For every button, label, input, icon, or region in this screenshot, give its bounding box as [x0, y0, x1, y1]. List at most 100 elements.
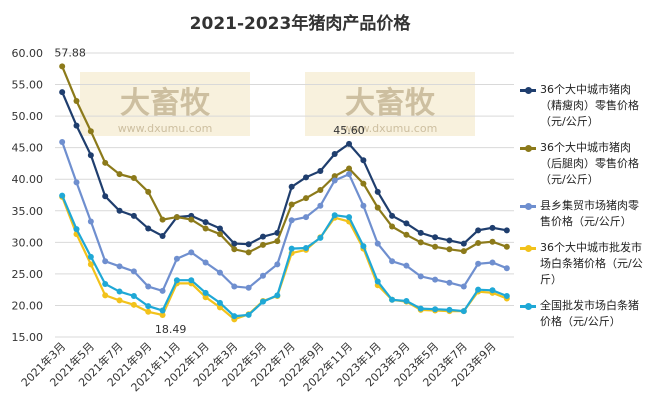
data-label: 18.49: [155, 323, 187, 336]
point: [475, 239, 482, 246]
y-tick-label: 45.00: [12, 142, 44, 155]
point: [374, 278, 381, 285]
point: [145, 308, 152, 315]
point: [102, 280, 109, 287]
point: [202, 219, 209, 226]
legend-swatch: [520, 144, 536, 152]
point: [59, 63, 66, 70]
point: [317, 234, 324, 241]
legend-item: 36个大中城市猪肉（精瘦肉）零售价格（元/公斤）: [520, 82, 644, 130]
point: [216, 225, 223, 232]
point: [489, 287, 496, 294]
series-line: [61, 196, 508, 321]
legend-marker: [525, 144, 532, 152]
point: [360, 243, 367, 250]
point: [130, 292, 137, 299]
point: [59, 89, 66, 96]
point: [145, 225, 152, 232]
point: [188, 216, 195, 223]
point: [116, 263, 123, 270]
watermark: 大畜牧 www.dxumu.com: [80, 72, 250, 136]
point: [245, 241, 252, 248]
point: [288, 201, 295, 208]
point: [475, 286, 482, 293]
point: [87, 152, 94, 159]
point: [460, 240, 467, 247]
point: [446, 237, 453, 244]
point: [274, 261, 281, 268]
point: [202, 225, 209, 232]
y-tick-label: 55.00: [12, 79, 44, 92]
point: [245, 284, 252, 291]
point: [130, 301, 137, 308]
point: [303, 174, 310, 181]
point: [331, 177, 338, 184]
point: [389, 258, 396, 265]
y-tick-label: 25.00: [12, 268, 44, 281]
point: [403, 220, 410, 227]
point: [389, 223, 396, 230]
point: [145, 188, 152, 195]
point: [303, 195, 310, 202]
point: [102, 193, 109, 200]
point: [116, 297, 123, 304]
point: [259, 298, 266, 305]
legend-label: 全国批发市场白条猪价格（元/公斤）: [540, 299, 639, 328]
point: [231, 240, 238, 247]
point: [259, 241, 266, 248]
data-label: 45.60: [333, 124, 365, 137]
data-label: 57.88: [54, 46, 86, 59]
point: [102, 292, 109, 299]
point: [460, 308, 467, 315]
point: [374, 204, 381, 211]
point: [489, 238, 496, 245]
point: [475, 260, 482, 267]
point: [389, 212, 396, 219]
point: [331, 173, 338, 180]
watermark-url: www.dxumu.com: [117, 122, 213, 135]
legend-marker: [525, 302, 532, 310]
point: [417, 239, 424, 246]
point: [346, 171, 353, 178]
point: [446, 279, 453, 286]
point: [360, 202, 367, 209]
point: [503, 265, 510, 272]
point: [145, 303, 152, 310]
legend-swatch: [520, 202, 536, 210]
point: [87, 261, 94, 268]
point: [216, 304, 223, 311]
point: [216, 231, 223, 238]
y-tick-label: 60.00: [12, 47, 44, 60]
point: [173, 277, 180, 284]
point: [432, 276, 439, 283]
point: [130, 268, 137, 275]
point: [202, 294, 209, 301]
point: [288, 245, 295, 252]
point: [59, 138, 66, 145]
point: [173, 214, 180, 221]
point: [87, 218, 94, 225]
point: [417, 305, 424, 312]
point: [188, 277, 195, 284]
point: [173, 255, 180, 262]
point: [460, 248, 467, 255]
point: [346, 214, 353, 221]
point: [317, 202, 324, 209]
point: [231, 283, 238, 290]
point: [159, 233, 166, 240]
point: [360, 180, 367, 187]
watermark: 大畜牧 www.dxumu.com: [305, 72, 475, 136]
point: [231, 313, 238, 320]
point: [503, 227, 510, 234]
point: [360, 157, 367, 164]
point: [446, 246, 453, 253]
watermark-text: 大畜牧: [345, 86, 435, 121]
point: [403, 298, 410, 305]
point: [389, 296, 396, 303]
point: [245, 249, 252, 256]
point: [331, 212, 338, 219]
series: [59, 138, 510, 294]
legend-item: 36个大中城市猪肉（后腿肉）零售价格（元/公斤）: [520, 140, 644, 188]
point: [475, 227, 482, 234]
